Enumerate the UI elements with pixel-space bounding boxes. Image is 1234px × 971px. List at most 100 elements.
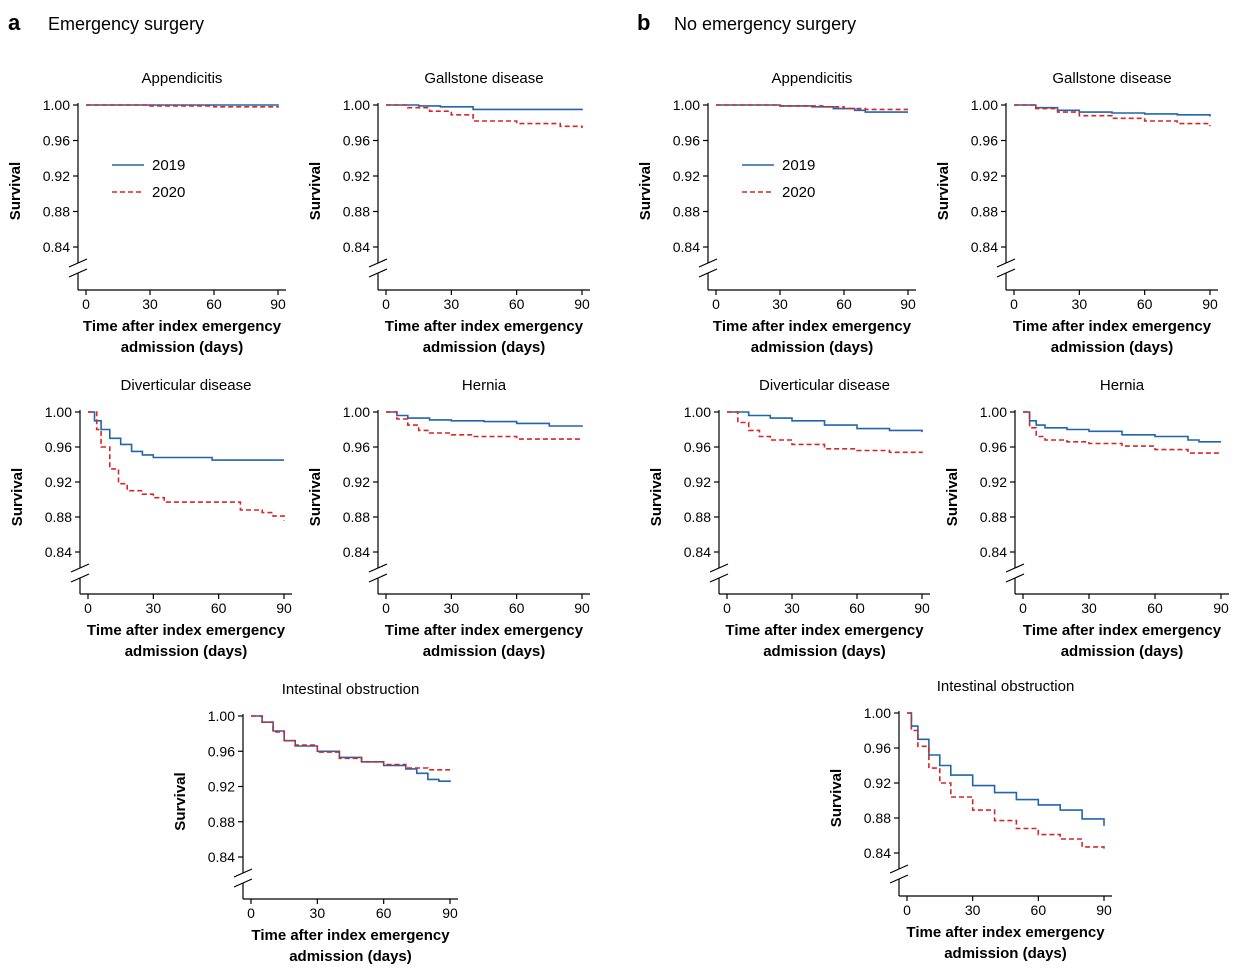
chart-a-1: Gallstone disease 0.84 0.88 0.92 0.96 1.00 Sur… (307, 70, 590, 356)
x-tick-label: 90 (1213, 600, 1229, 616)
y-axis-label: Survival (944, 468, 961, 526)
axis-break-mark (368, 563, 388, 573)
chart-a-4: Intestinal obstruction 0.84 0.88 0.92 0.96 1.… (172, 681, 458, 965)
x-tick-label: 60 (211, 600, 227, 616)
series-2019-line (386, 411, 583, 427)
y-tick-label: 1.00 (343, 404, 370, 420)
y-tick-label: 0.84 (343, 544, 370, 560)
chart-title: Intestinal obstruction (937, 678, 1075, 695)
y-tick-label: 1.00 (971, 97, 998, 113)
panel-a-title: Emergency surgery (48, 14, 204, 34)
y-tick-label: 0.88 (971, 204, 998, 220)
x-axis-label: admission (days) (1051, 339, 1174, 356)
y-tick-label: 0.92 (673, 168, 700, 184)
x-tick-label: 60 (1137, 296, 1153, 312)
axis-break-mark (709, 573, 729, 583)
y-tick-label: 0.92 (980, 474, 1007, 490)
y-tick-label: 1.00 (673, 97, 700, 113)
y-tick-label: 0.88 (673, 204, 700, 220)
x-tick-label: 0 (1010, 296, 1018, 312)
y-tick-label: 0.84 (684, 544, 711, 560)
x-axis-label: admission (days) (121, 339, 244, 356)
x-tick-label: 60 (1031, 902, 1047, 918)
legend-label-2020: 2020 (782, 184, 815, 201)
x-tick-label: 0 (1019, 600, 1027, 616)
x-tick-label: 90 (1096, 902, 1112, 918)
x-tick-label: 60 (1147, 600, 1163, 616)
x-axis-label: admission (days) (763, 643, 886, 660)
x-tick-label: 60 (509, 600, 525, 616)
y-tick-label: 0.84 (980, 544, 1007, 560)
x-tick-label: 60 (376, 905, 392, 921)
x-axis-label: Time after index emergency (83, 318, 282, 335)
y-tick-label: 1.00 (684, 404, 711, 420)
x-tick-label: 30 (142, 296, 158, 312)
y-axis-label: Survival (935, 162, 952, 220)
series-2019-line (386, 104, 583, 111)
y-tick-label: 1.00 (45, 404, 72, 420)
axis-break-mark (698, 258, 718, 268)
axis-break-mark (368, 268, 388, 278)
y-tick-label: 0.92 (43, 168, 70, 184)
chart-title: Gallstone disease (1052, 70, 1171, 87)
series-2020-line (386, 411, 583, 440)
x-tick-label: 30 (772, 296, 788, 312)
series-2020-line (88, 411, 285, 521)
x-axis-label: Time after index emergency (713, 318, 912, 335)
y-axis-label: Survival (307, 468, 324, 526)
x-axis-label: Time after index emergency (1023, 622, 1222, 639)
axis-break-mark (1005, 563, 1025, 573)
chart-a-3: Hernia 0.84 0.88 0.92 0.96 1.00 Survival 0 30 60 9… (307, 377, 590, 660)
series-2019-line (1023, 411, 1221, 443)
y-tick-label: 0.88 (208, 814, 235, 830)
x-tick-label: 0 (712, 296, 720, 312)
x-tick-label: 0 (382, 600, 390, 616)
chart-title: Hernia (462, 377, 507, 394)
legend-label-2019: 2019 (152, 157, 185, 174)
y-tick-label: 0.96 (43, 133, 70, 149)
series-2020-line (1014, 104, 1211, 127)
axis-break-mark (996, 268, 1016, 278)
x-tick-label: 0 (247, 905, 255, 921)
y-tick-label: 0.96 (208, 743, 235, 759)
chart-title: Diverticular disease (759, 377, 890, 394)
y-tick-label: 0.84 (208, 849, 235, 865)
x-tick-label: 60 (836, 296, 852, 312)
x-axis-label: admission (days) (289, 948, 412, 965)
axis-break-mark (68, 258, 88, 268)
y-tick-label: 0.96 (684, 439, 711, 455)
x-tick-label: 30 (310, 905, 326, 921)
x-tick-label: 0 (903, 902, 911, 918)
x-axis-label: admission (days) (1061, 643, 1184, 660)
y-tick-label: 0.92 (864, 775, 891, 791)
series-2020-line (386, 104, 583, 129)
series-2019-line (907, 712, 1105, 826)
x-tick-label: 90 (574, 296, 590, 312)
y-tick-label: 1.00 (43, 97, 70, 113)
y-tick-label: 0.96 (971, 133, 998, 149)
y-tick-label: 0.96 (673, 133, 700, 149)
y-axis-label: Survival (828, 769, 845, 827)
y-tick-label: 0.88 (343, 204, 370, 220)
x-tick-label: 60 (206, 296, 222, 312)
y-tick-label: 1.00 (343, 97, 370, 113)
panel-b-title: No emergency surgery (674, 14, 856, 34)
chart-title: Hernia (1100, 377, 1145, 394)
x-tick-label: 30 (1081, 600, 1097, 616)
y-tick-label: 0.84 (43, 239, 70, 255)
y-tick-label: 0.88 (43, 204, 70, 220)
x-tick-label: 90 (270, 296, 286, 312)
y-tick-label: 0.92 (971, 168, 998, 184)
charts-layer: Appendicitis 0.84 0.88 0.92 0.96 1.00 Survival… (7, 70, 1229, 965)
y-tick-label: 0.92 (208, 779, 235, 795)
y-axis-label: Survival (307, 162, 324, 220)
x-tick-label: 90 (574, 600, 590, 616)
axis-break-mark (709, 563, 729, 573)
y-tick-label: 0.88 (343, 509, 370, 525)
y-tick-label: 0.84 (45, 544, 72, 560)
x-tick-label: 0 (723, 600, 731, 616)
chart-a-0: Appendicitis 0.84 0.88 0.92 0.96 1.00 Survival… (7, 70, 286, 356)
series-2019-line (727, 411, 923, 433)
x-tick-label: 60 (849, 600, 865, 616)
